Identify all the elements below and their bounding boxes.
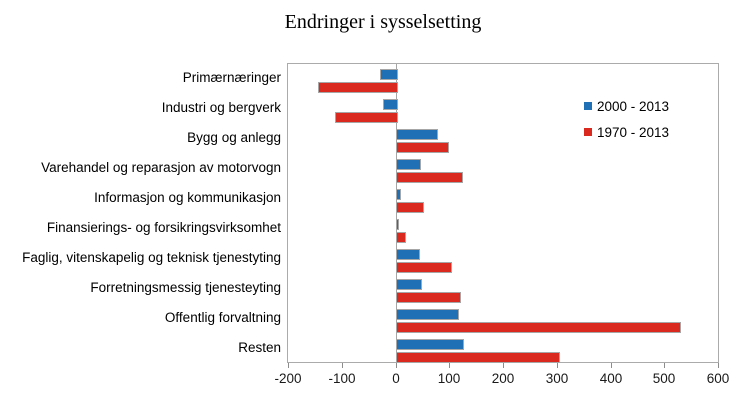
bar: [396, 189, 401, 200]
legend-label: 1970 - 2013: [597, 124, 670, 140]
bar: [396, 262, 452, 273]
x-tick-label: 200: [491, 371, 515, 386]
category-label: Industri og bergverk: [161, 100, 281, 115]
category-label: Forretningsmessig tjenesteyting: [90, 280, 281, 295]
legend-swatch-red-icon: [584, 128, 592, 136]
bar-row: [288, 94, 718, 124]
bar-row: [288, 154, 718, 184]
legend-swatch-blue-icon: [584, 102, 592, 110]
bar-row: [288, 304, 718, 334]
bar: [396, 322, 681, 333]
bar: [396, 232, 406, 243]
bar: [396, 339, 464, 350]
x-tick-label: 300: [545, 371, 569, 386]
x-tick-mark: [718, 363, 719, 368]
bar: [380, 69, 398, 80]
bar-row: [288, 124, 718, 154]
bar-row: [288, 334, 718, 364]
category-label: Primærnæringer: [182, 70, 281, 85]
x-tick-label: 0: [392, 371, 400, 386]
bar: [396, 172, 463, 183]
bar: [396, 352, 560, 363]
x-tick-label: 100: [437, 371, 461, 386]
category-label: Offentlig forvaltning: [164, 310, 281, 325]
bar: [396, 309, 459, 320]
legend-entry: 1970 - 2013: [584, 119, 669, 145]
plot-area: 2000 - 2013 1970 - 2013: [287, 63, 719, 363]
x-tick-label: -200: [274, 371, 302, 386]
bar-row: [288, 64, 718, 94]
x-tick-label: -100: [328, 371, 356, 386]
bar: [396, 279, 422, 290]
bar-row: [288, 244, 718, 274]
bar: [396, 292, 461, 303]
legend: 2000 - 2013 1970 - 2013: [584, 93, 669, 145]
chart-title: Endringer i sysselsetting: [284, 11, 482, 33]
bar: [396, 202, 424, 213]
legend-label: 2000 - 2013: [597, 98, 670, 114]
bar: [396, 142, 449, 153]
category-label: Varehandel og reparasjon av motorvogn: [41, 160, 281, 175]
x-tick-label: 600: [706, 371, 730, 386]
bar: [335, 112, 398, 123]
bar: [396, 219, 399, 230]
bar: [383, 99, 398, 110]
category-axis: Primærnæringer Industri og bergverk Bygg o…: [0, 63, 281, 363]
bar-row: [288, 274, 718, 304]
bar: [318, 82, 398, 93]
bar-row: [288, 214, 718, 244]
legend-entry: 2000 - 2013: [584, 93, 669, 119]
category-label: Faglig, vitenskapelig og teknisk tjenest…: [22, 250, 281, 265]
category-label: Bygg og anlegg: [187, 130, 281, 145]
bar: [396, 129, 438, 140]
x-tick-label: 500: [652, 371, 676, 386]
bar: [396, 159, 421, 170]
bar-row: [288, 184, 718, 214]
bar: [396, 249, 420, 260]
category-label: Finansierings- og forsikringsvirksomhet: [46, 220, 281, 235]
category-label: Informasjon og kommunikasjon: [94, 190, 281, 205]
x-tick-label: 400: [599, 371, 623, 386]
zero-axis-line: [396, 64, 397, 362]
category-label: Resten: [238, 340, 281, 355]
